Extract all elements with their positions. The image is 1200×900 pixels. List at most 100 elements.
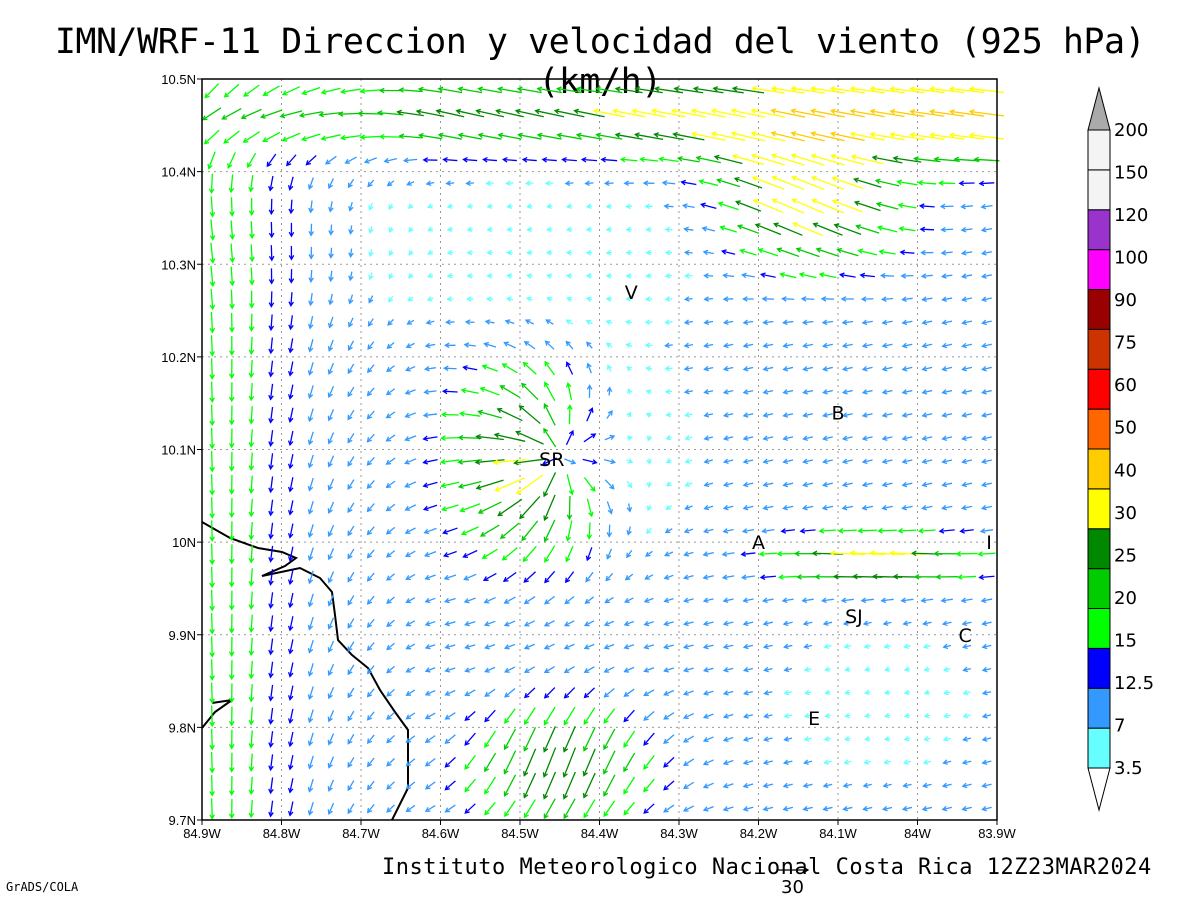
wind-arrow-shaft [416, 110, 445, 118]
wind-arrow-shaft [942, 366, 953, 371]
wind-arrow-head [556, 86, 562, 92]
wind-arrow-head [712, 86, 719, 92]
wind-arrow-shaft [484, 343, 497, 348]
wind-arrow-head [782, 435, 789, 441]
wind-arrow-shaft [210, 728, 213, 750]
wind-arrow [308, 269, 314, 283]
wind-arrow [921, 481, 933, 488]
wind-arrow-shaft [882, 459, 893, 463]
wind-arrow-shaft [406, 573, 416, 580]
wind-arrow-head [742, 666, 749, 673]
wind-arrow-head [307, 462, 314, 469]
wind-arrow-head [897, 528, 904, 534]
wind-arrow-head [921, 365, 928, 372]
wind-arrow-shaft [763, 505, 774, 510]
wind-arrow [422, 458, 438, 465]
wind-arrow [229, 220, 236, 240]
wind-arrow-head [516, 86, 523, 92]
wind-arrow [733, 176, 763, 189]
wind-arrow-shaft [704, 621, 714, 625]
wind-arrow-head [929, 132, 935, 138]
wind-arrow-shaft [950, 134, 985, 140]
wind-arrow [941, 782, 952, 789]
wind-arrow [347, 432, 355, 444]
wind-arrow-shaft [576, 87, 603, 94]
wind-arrow [606, 524, 613, 538]
wind-arrow-shaft [250, 336, 253, 354]
wind-arrow [604, 434, 616, 441]
wind-arrow-shaft [425, 757, 436, 767]
wind-arrow-shaft [484, 709, 496, 722]
wind-arrow-head [424, 667, 431, 673]
wind-arrow [782, 504, 794, 511]
wind-arrow-shaft [800, 529, 816, 532]
wind-arrow-head [522, 361, 529, 368]
wind-arrow [209, 427, 215, 450]
wind-arrow-head [229, 350, 235, 356]
wind-arrow [829, 550, 865, 556]
wind-arrow-shaft [762, 529, 775, 533]
wind-arrow-head [663, 667, 669, 673]
wind-arrow-head [801, 319, 808, 326]
wind-arrow [347, 733, 355, 745]
wind-arrow-head [209, 814, 215, 820]
wind-arrow-shaft [230, 174, 234, 193]
wind-arrow-head [287, 695, 294, 701]
wind-arrow-head [961, 319, 967, 326]
wind-arrow [366, 804, 375, 814]
wind-arrow-head [833, 223, 840, 229]
wind-arrow-head [386, 366, 392, 373]
wind-arrow-shaft [982, 459, 992, 463]
wind-arrow-head [464, 667, 471, 673]
wind-arrow-shaft [743, 505, 754, 510]
wind-arrow [943, 689, 951, 696]
wind-arrow [643, 803, 655, 814]
wind-arrow [308, 246, 315, 260]
wind-arrow [366, 572, 375, 582]
wind-arrow-shaft [568, 495, 571, 519]
wind-arrow [580, 156, 598, 163]
wind-arrow [962, 666, 971, 673]
wind-arrow [595, 132, 623, 140]
wind-arrow-head [248, 303, 255, 309]
wind-arrow-shaft [444, 367, 457, 370]
wind-arrow-shaft [269, 476, 274, 493]
wind-arrow [366, 387, 375, 397]
wind-arrow-shaft [524, 799, 536, 818]
wind-arrow [307, 663, 314, 677]
wind-arrow-head [248, 789, 255, 796]
wind-arrow-head [307, 578, 314, 585]
wind-arrow [626, 480, 633, 489]
wind-arrow [483, 596, 496, 604]
wind-arrow [710, 108, 746, 118]
wind-arrow-head [623, 667, 630, 673]
wind-arrow-head [920, 597, 927, 604]
wind-arrow-head [378, 87, 385, 94]
wind-arrow [228, 729, 235, 750]
wind-arrow-shaft [962, 320, 973, 324]
wind-arrow [742, 666, 754, 673]
wind-arrow-head [829, 108, 836, 115]
wind-arrow [475, 433, 504, 441]
wind-arrow-head [605, 342, 612, 348]
wind-arrow-shaft [250, 776, 253, 794]
wind-arrow-shaft [962, 297, 973, 301]
wind-arrow-head [543, 536, 549, 543]
wind-arrow-shaft [704, 298, 713, 300]
wind-arrow-head [690, 108, 697, 114]
wind-arrow-shaft [603, 800, 616, 817]
wind-arrow [268, 754, 274, 772]
wind-arrow [405, 712, 416, 720]
wind-arrow-shaft [210, 798, 213, 819]
wind-arrow-head [209, 582, 215, 589]
wind-arrow [423, 365, 436, 372]
wind-arrow-head [881, 365, 888, 372]
wind-arrow-head [683, 620, 689, 627]
wind-arrow [762, 435, 774, 441]
wind-arrow [327, 686, 335, 700]
wind-arrow-head [268, 533, 274, 540]
wind-arrow [742, 319, 754, 326]
wind-arrow-shaft [962, 482, 973, 486]
wind-arrow [883, 689, 891, 696]
wind-arrow [482, 572, 497, 581]
